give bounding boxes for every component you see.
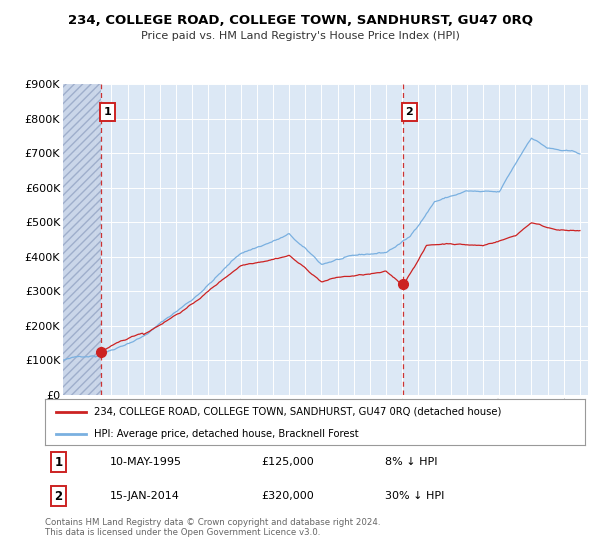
Text: 10-MAY-1995: 10-MAY-1995 [110, 457, 182, 467]
Text: 15-JAN-2014: 15-JAN-2014 [110, 491, 179, 501]
Text: 8% ↓ HPI: 8% ↓ HPI [385, 457, 438, 467]
Text: HPI: Average price, detached house, Bracknell Forest: HPI: Average price, detached house, Brac… [94, 429, 358, 438]
Text: 234, COLLEGE ROAD, COLLEGE TOWN, SANDHURST, GU47 0RQ (detached house): 234, COLLEGE ROAD, COLLEGE TOWN, SANDHUR… [94, 407, 501, 417]
Text: 2: 2 [55, 490, 62, 503]
Text: 1: 1 [55, 456, 62, 469]
Text: £320,000: £320,000 [261, 491, 314, 501]
Text: Price paid vs. HM Land Registry's House Price Index (HPI): Price paid vs. HM Land Registry's House … [140, 31, 460, 41]
Bar [63, 84, 101, 395]
Text: Contains HM Land Registry data © Crown copyright and database right 2024.
This d: Contains HM Land Registry data © Crown c… [45, 518, 380, 538]
Text: 234, COLLEGE ROAD, COLLEGE TOWN, SANDHURST, GU47 0RQ: 234, COLLEGE ROAD, COLLEGE TOWN, SANDHUR… [67, 14, 533, 27]
Text: 1: 1 [104, 106, 112, 116]
Text: 2: 2 [406, 106, 413, 116]
Text: 30% ↓ HPI: 30% ↓ HPI [385, 491, 445, 501]
Text: £125,000: £125,000 [261, 457, 314, 467]
